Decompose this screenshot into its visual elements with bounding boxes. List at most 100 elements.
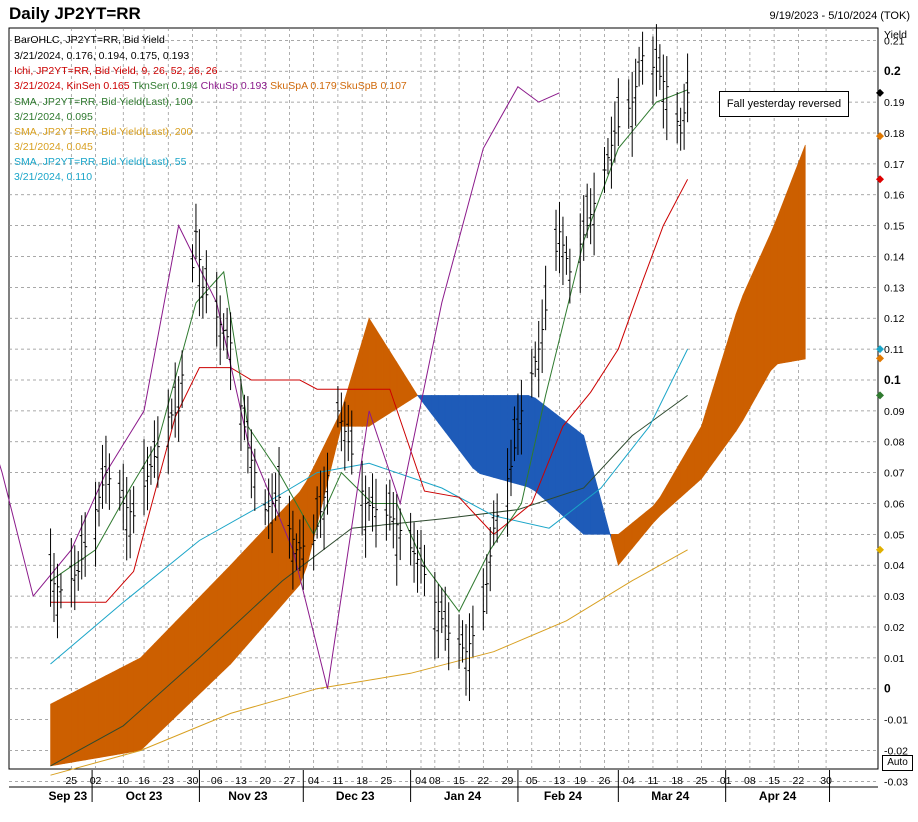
cloud-bullish — [161, 628, 169, 732]
tknsen-value: TknSen 0.194 — [132, 80, 198, 92]
x-month-label: Feb 24 — [544, 789, 582, 803]
cloud-bullish — [251, 535, 259, 642]
x-tick-label: 04 — [308, 775, 320, 787]
cloud-bullish — [64, 692, 72, 764]
last-value-markers — [876, 88, 884, 554]
cloud-bullish — [784, 180, 792, 364]
x-month-label: Apr 24 — [759, 789, 797, 803]
x-tick-label: 30 — [187, 775, 199, 787]
legend-sma200-value: 3/21/2024, 0.045 — [14, 141, 93, 153]
cloud-bullish — [112, 668, 121, 756]
x-tick-label: 06 — [211, 775, 223, 787]
date-range: 9/19/2023 - 5/10/2024 (TOK) — [769, 10, 910, 22]
kinsen-value: KinSen 0.165 — [66, 80, 130, 92]
cloud-bullish — [791, 162, 799, 362]
cloud-bullish — [271, 513, 280, 618]
cloud-bearish — [472, 395, 481, 475]
x-tick-label: 25 — [696, 775, 708, 787]
cloud-bearish — [500, 395, 508, 482]
last-value-marker — [876, 545, 884, 554]
x-tick-label: 25 — [381, 775, 393, 787]
y-tick-label: 0.15 — [884, 221, 905, 233]
x-tick-label: 22 — [793, 775, 805, 787]
last-value-marker — [876, 391, 884, 400]
cloud-bullish — [257, 527, 266, 634]
y-tick-label: 0.17 — [884, 159, 905, 171]
legend-ichimoku-values: 3/21/2024, KinSen 0.165 TknSen 0.194 Chk… — [14, 80, 407, 92]
x-tick-label: 04 — [623, 775, 635, 787]
y-tick-label: 0.11 — [884, 344, 904, 356]
cloud-bearish — [465, 395, 474, 469]
ichimoku-cloud — [50, 144, 806, 767]
legend-sma55: SMA, JP2YT=RR, Bid Yield(Last), 55 — [14, 156, 187, 168]
y-axis: 0.21 0.2 0.19 0.18 0.17 0.16 0.15 0.14 0.13 0.12 0… — [884, 29, 908, 788]
cloud-bullish — [119, 664, 128, 755]
y-tick-label: 0.18 — [884, 128, 905, 140]
cloud-bullish — [147, 642, 155, 745]
x-month-label: Nov 23 — [228, 789, 268, 803]
x-tick-label: 08 — [429, 775, 441, 787]
x-tick-label: 15 — [453, 775, 465, 787]
x-tick-label: 11 — [648, 775, 659, 787]
ohlc-bars — [48, 24, 690, 702]
cloud-bullish — [763, 233, 771, 385]
cloud-bullish — [105, 671, 114, 757]
legend-sma200: SMA, JP2YT=RR, Bid Yield(Last), 200 — [14, 126, 193, 138]
cloud-bullish — [223, 564, 231, 672]
legend-ohlc: BarOHLC, JP2YT=RR, Bid Yield — [14, 34, 165, 46]
y-tick-label: 0.03 — [884, 591, 905, 603]
x-tick-label: 25 — [65, 775, 77, 787]
x-month-label: Sep 23 — [49, 789, 88, 803]
legend-ohlc-values: 3/21/2024, 0.176, 0.194, 0.175, 0.193 — [14, 50, 190, 62]
x-tick-label: 20 — [259, 775, 271, 787]
cloud-bullish — [756, 248, 765, 397]
x-tick-label: 18 — [671, 775, 683, 787]
legend-ichimoku: Ichi, JP2YT=RR, Bid Yield, 9, 26, 52, 26… — [14, 65, 218, 77]
cloud-bullish — [195, 592, 204, 698]
cloud-bullish — [749, 264, 758, 409]
x-month-label: Mar 24 — [651, 789, 689, 803]
cloud-bearish — [576, 429, 585, 536]
auto-scale-button[interactable]: Auto — [882, 755, 913, 771]
cloud-bullish — [278, 505, 287, 610]
annotation-box[interactable]: Fall yesterday reversed — [719, 91, 849, 117]
ichi-date: 3/21/2024, — [14, 80, 67, 92]
cloud-bullish — [230, 557, 238, 665]
cloud-bullish — [798, 144, 806, 361]
x-tick-label: 23 — [162, 775, 174, 787]
cloud-bullish — [91, 678, 100, 760]
last-value-marker — [876, 175, 884, 184]
cloud-bearish — [451, 395, 460, 451]
cloud-bearish — [458, 395, 467, 460]
y-tick-label: 0.06 — [884, 498, 905, 510]
cloud-bullish — [50, 700, 58, 767]
cloud-bullish — [154, 635, 162, 738]
cloud-bearish — [521, 395, 529, 488]
x-tick-label: 11 — [332, 775, 343, 787]
cloud-bearish — [541, 402, 550, 505]
y-tick-label: 0.01 — [884, 653, 905, 665]
chikou-line — [0, 85, 560, 689]
cloud-bearish — [534, 397, 543, 498]
cloud-bullish — [98, 675, 107, 758]
legend-sma100: SMA, JP2YT=RR, Bid Yield(Last), 100 — [14, 96, 193, 108]
x-tick-label: 18 — [356, 775, 368, 787]
legend-sma55-value: 3/21/2024, 0.110 — [14, 171, 93, 183]
y-tick-label: -0.03 — [884, 776, 908, 788]
y-tick-label: 0.2 — [884, 64, 901, 78]
x-tick-label: 13 — [235, 775, 247, 787]
last-value-marker — [876, 354, 884, 363]
y-tick-label: -0.02 — [884, 745, 908, 757]
cloud-bullish — [202, 585, 211, 692]
y-tick-label: 0.04 — [884, 560, 905, 572]
last-value-marker — [876, 345, 884, 354]
cloud-bearish — [493, 395, 501, 480]
cloud-bearish — [528, 394, 536, 492]
y-tick-label: -0.01 — [884, 715, 908, 727]
cloud-bullish — [140, 649, 148, 752]
x-month-label: Oct 23 — [126, 789, 163, 803]
skuspb-value: SkuSpB 0.107 — [339, 80, 407, 92]
x-tick-label: 15 — [768, 775, 780, 787]
